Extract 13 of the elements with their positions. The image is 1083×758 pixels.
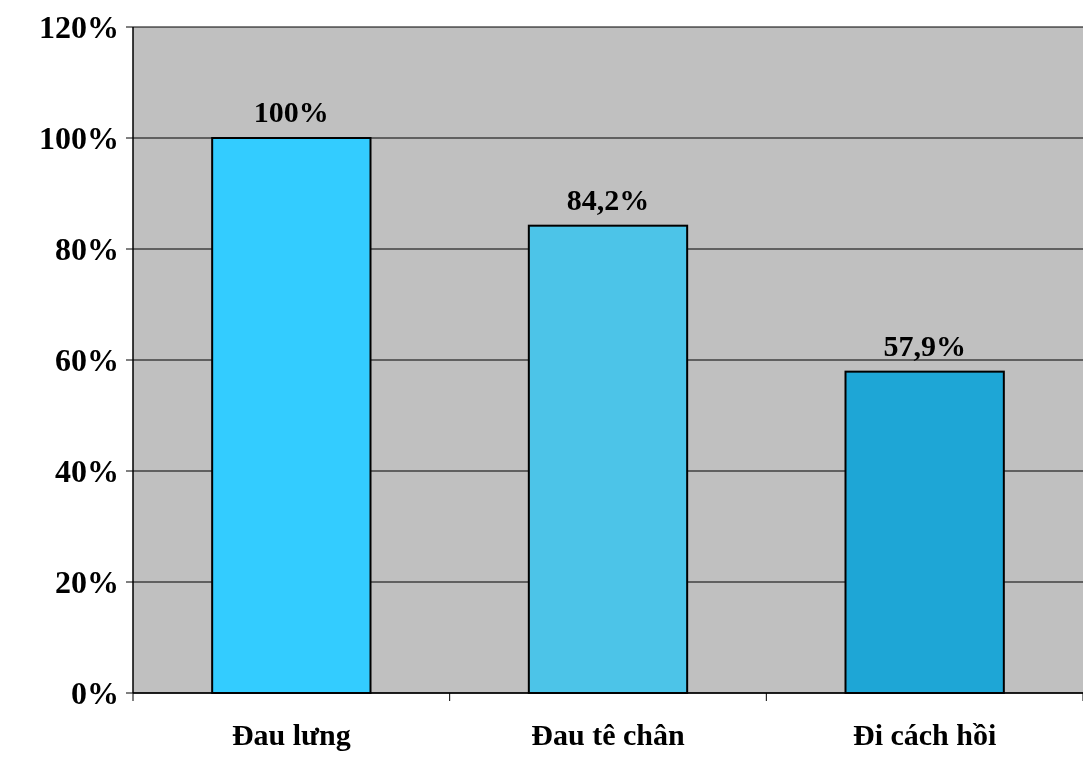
data-label: 84,2% [566, 182, 650, 216]
y-tick-label: 20% [55, 564, 119, 601]
y-tick-label: 60% [55, 342, 119, 379]
y-tick-label: 40% [55, 453, 119, 490]
x-tick-label: Đi cách hồi [852, 718, 997, 751]
y-tick-label: 120% [39, 9, 119, 46]
x-tick-label: Đau lưng [231, 718, 351, 751]
y-tick-label: 0% [71, 675, 119, 712]
x-tick-label: Đau tê chân [531, 718, 685, 751]
data-label: 100% [253, 95, 329, 128]
y-tick-label: 80% [55, 231, 119, 268]
data-label: 57,9% [883, 328, 966, 362]
y-tick-label: 100% [39, 120, 119, 157]
